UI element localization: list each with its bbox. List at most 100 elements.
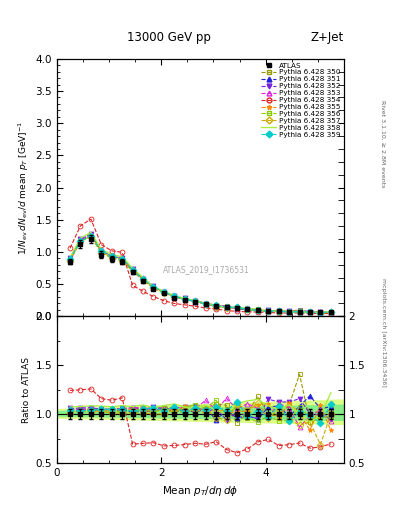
Pythia 6.428 359 (203, 301, 208, 307)
Pythia 6.428 359 (162, 289, 166, 295)
Pythia 6.428 352 (308, 309, 312, 315)
Pythia 6.428 352 (224, 305, 229, 311)
Pythia 6.428 359 (214, 303, 219, 309)
Pythia 6.428 359 (78, 238, 83, 244)
Pythia 6.428 355 (297, 309, 302, 315)
Text: Z+Jet: Z+Jet (310, 31, 344, 44)
Pythia 6.428 352 (214, 303, 219, 309)
Pythia 6.428 355 (224, 304, 229, 310)
Pythia 6.428 353 (141, 275, 145, 281)
Pythia 6.428 353 (329, 310, 333, 316)
Pythia 6.428 359 (235, 304, 239, 310)
Text: Rivet 3.1.10, ≥ 2.8M events: Rivet 3.1.10, ≥ 2.8M events (381, 100, 386, 187)
Pythia 6.428 358 (308, 309, 312, 315)
Pythia 6.428 354 (99, 242, 104, 248)
Pythia 6.428 355 (318, 309, 323, 315)
Pythia 6.428 350 (193, 298, 198, 305)
Pythia 6.428 350 (162, 289, 166, 295)
Pythia 6.428 358 (99, 246, 104, 252)
Pythia 6.428 353 (297, 309, 302, 315)
Pythia 6.428 355 (68, 257, 72, 263)
Pythia 6.428 358 (287, 308, 292, 314)
Pythia 6.428 358 (203, 300, 208, 306)
Pythia 6.428 352 (287, 308, 292, 314)
Pythia 6.428 350 (287, 308, 292, 314)
Pythia 6.428 350 (172, 293, 177, 300)
Pythia 6.428 358 (329, 308, 333, 314)
Pythia 6.428 353 (193, 298, 198, 304)
Pythia 6.428 358 (182, 295, 187, 302)
Pythia 6.428 351 (88, 232, 93, 238)
Pythia 6.428 353 (68, 256, 72, 262)
Pythia 6.428 352 (235, 305, 239, 311)
Pythia 6.428 353 (120, 255, 125, 262)
Pythia 6.428 351 (308, 308, 312, 314)
Pythia 6.428 351 (182, 296, 187, 302)
Pythia 6.428 350 (109, 252, 114, 259)
Pythia 6.428 350 (318, 309, 323, 315)
Pythia 6.428 356 (308, 309, 312, 315)
Text: ATLAS_2019_I1736531: ATLAS_2019_I1736531 (163, 265, 250, 274)
Pythia 6.428 357 (151, 285, 156, 291)
Pythia 6.428 354 (151, 293, 156, 300)
Line: Pythia 6.428 353: Pythia 6.428 353 (68, 233, 333, 315)
Pythia 6.428 354 (255, 309, 260, 315)
Pythia 6.428 356 (255, 308, 260, 314)
Pythia 6.428 359 (182, 296, 187, 303)
Pythia 6.428 350 (203, 301, 208, 307)
Pythia 6.428 355 (203, 301, 208, 307)
Pythia 6.428 351 (130, 268, 135, 274)
Pythia 6.428 351 (120, 256, 125, 262)
Pythia 6.428 357 (203, 301, 208, 307)
Pythia 6.428 350 (276, 308, 281, 314)
Pythia 6.428 359 (99, 248, 104, 254)
Pythia 6.428 353 (182, 295, 187, 302)
Pythia 6.428 353 (172, 293, 177, 300)
Pythia 6.428 358 (224, 304, 229, 310)
Pythia 6.428 357 (120, 258, 125, 264)
Pythia 6.428 358 (276, 308, 281, 314)
Pythia 6.428 356 (214, 302, 219, 308)
Pythia 6.428 354 (203, 305, 208, 311)
Pythia 6.428 358 (172, 292, 177, 298)
Pythia 6.428 356 (172, 294, 177, 300)
Pythia 6.428 355 (308, 310, 312, 316)
Pythia 6.428 350 (308, 309, 312, 315)
Pythia 6.428 350 (88, 233, 93, 239)
Pythia 6.428 353 (99, 249, 104, 255)
Pythia 6.428 353 (245, 306, 250, 312)
Pythia 6.428 353 (88, 232, 93, 238)
Pythia 6.428 358 (120, 253, 125, 260)
Pythia 6.428 355 (276, 309, 281, 315)
Pythia 6.428 359 (193, 298, 198, 304)
Pythia 6.428 351 (203, 301, 208, 307)
Pythia 6.428 353 (287, 308, 292, 314)
Pythia 6.428 357 (109, 255, 114, 262)
Pythia 6.428 351 (68, 255, 72, 262)
Pythia 6.428 356 (151, 285, 156, 291)
Pythia 6.428 357 (287, 309, 292, 315)
Pythia 6.428 359 (120, 255, 125, 262)
Pythia 6.428 358 (68, 254, 72, 261)
Pythia 6.428 351 (151, 285, 156, 291)
Pythia 6.428 356 (109, 254, 114, 261)
Pythia 6.428 351 (99, 248, 104, 254)
Pythia 6.428 354 (266, 309, 271, 315)
Pythia 6.428 351 (245, 306, 250, 312)
Line: Pythia 6.428 350: Pythia 6.428 350 (68, 234, 333, 315)
Pythia 6.428 356 (318, 309, 323, 315)
Pythia 6.428 358 (193, 298, 198, 304)
X-axis label: Mean $p_T/d\eta\,d\phi$: Mean $p_T/d\eta\,d\phi$ (162, 484, 239, 498)
Pythia 6.428 358 (151, 284, 156, 290)
Pythia 6.428 356 (141, 275, 145, 282)
Pythia 6.428 353 (318, 309, 323, 315)
Pythia 6.428 359 (224, 304, 229, 310)
Pythia 6.428 351 (109, 253, 114, 260)
Pythia 6.428 355 (182, 295, 187, 302)
Pythia 6.428 353 (224, 303, 229, 309)
Pythia 6.428 357 (130, 268, 135, 274)
Pythia 6.428 358 (245, 305, 250, 311)
Pythia 6.428 356 (130, 268, 135, 274)
Line: Pythia 6.428 359: Pythia 6.428 359 (68, 233, 333, 315)
Pythia 6.428 356 (203, 301, 208, 307)
